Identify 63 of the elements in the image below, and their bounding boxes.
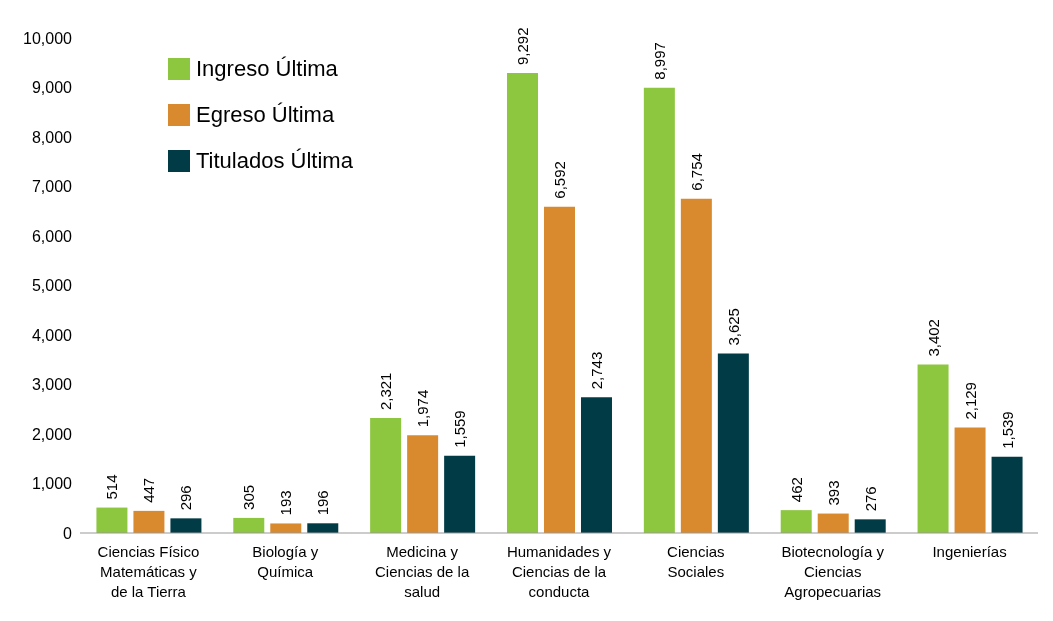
- bar: [643, 87, 675, 533]
- legend-label: Ingreso Última: [196, 56, 338, 82]
- x-tick-label: Ingenierías: [932, 543, 1007, 560]
- data-label: 514: [103, 474, 121, 500]
- data-label: 2,129: [961, 382, 979, 420]
- legend-label: Titulados Última: [196, 148, 353, 174]
- data-label: 447: [140, 477, 158, 503]
- data-label: 462: [787, 477, 805, 503]
- y-tick-label: 8,000: [31, 128, 73, 146]
- data-label: 1,974: [414, 389, 432, 428]
- y-tick-label: 2,000: [31, 425, 73, 443]
- bar: [543, 206, 575, 533]
- x-tick-label: Ciencias Sociales: [667, 543, 725, 580]
- x-tick-label: Biología y Química: [252, 543, 319, 580]
- bar: [444, 455, 476, 533]
- x-tick-label: Humanidades y Ciencias de la conducta: [506, 543, 612, 600]
- bar: [854, 519, 886, 533]
- bar: [991, 456, 1023, 533]
- bar: [233, 517, 265, 533]
- data-label: 9,292: [513, 27, 531, 66]
- bar: [917, 364, 949, 533]
- bar: [307, 523, 339, 533]
- data-label: 276: [861, 486, 879, 512]
- bar: [133, 510, 165, 533]
- data-label: 196: [314, 490, 332, 516]
- data-label: 296: [177, 485, 195, 511]
- bar: [780, 510, 812, 533]
- data-label: 3,402: [924, 319, 942, 357]
- y-tick-label: 3,000: [31, 376, 73, 394]
- data-label: 193: [277, 490, 295, 516]
- legend-label: Egreso Última: [196, 102, 335, 128]
- bar: [680, 198, 712, 533]
- bar: [170, 518, 202, 533]
- bar: [717, 353, 749, 533]
- data-label: 6,754: [687, 153, 705, 191]
- y-tick-label: 5,000: [31, 277, 73, 295]
- y-tick-label: 4,000: [31, 326, 73, 344]
- y-tick-label: 0: [63, 524, 73, 542]
- bar: [96, 507, 128, 533]
- bar: [370, 418, 402, 533]
- y-tick-label: 9,000: [31, 79, 73, 97]
- data-label: 1,539: [998, 411, 1016, 449]
- y-tick-label: 7,000: [31, 178, 73, 196]
- bar: [270, 523, 302, 533]
- bar: [407, 435, 439, 533]
- data-label: 3,625: [724, 308, 742, 346]
- bar: [506, 73, 538, 533]
- data-label: 2,743: [587, 351, 605, 390]
- y-tick-label: 6,000: [31, 227, 73, 245]
- data-label: 393: [824, 480, 842, 506]
- bar: [580, 397, 612, 533]
- data-label: 305: [240, 484, 258, 510]
- data-label: 8,997: [650, 42, 668, 80]
- x-tick-label: Medicina y Ciencias de la salud: [375, 543, 470, 600]
- x-tick-label: Ciencias Físico Matemáticas y de la Tierra: [97, 543, 200, 600]
- data-label: 6,592: [550, 161, 568, 199]
- y-tick-label: 1,000: [31, 475, 73, 493]
- x-tick-label: Biotecnología y Ciencias Agropecuarias: [781, 543, 885, 600]
- bar: [817, 513, 849, 533]
- data-label: 1,559: [451, 410, 469, 448]
- bar: [954, 427, 986, 533]
- y-tick-label: 10,000: [23, 29, 73, 47]
- data-label: 2,321: [377, 372, 395, 411]
